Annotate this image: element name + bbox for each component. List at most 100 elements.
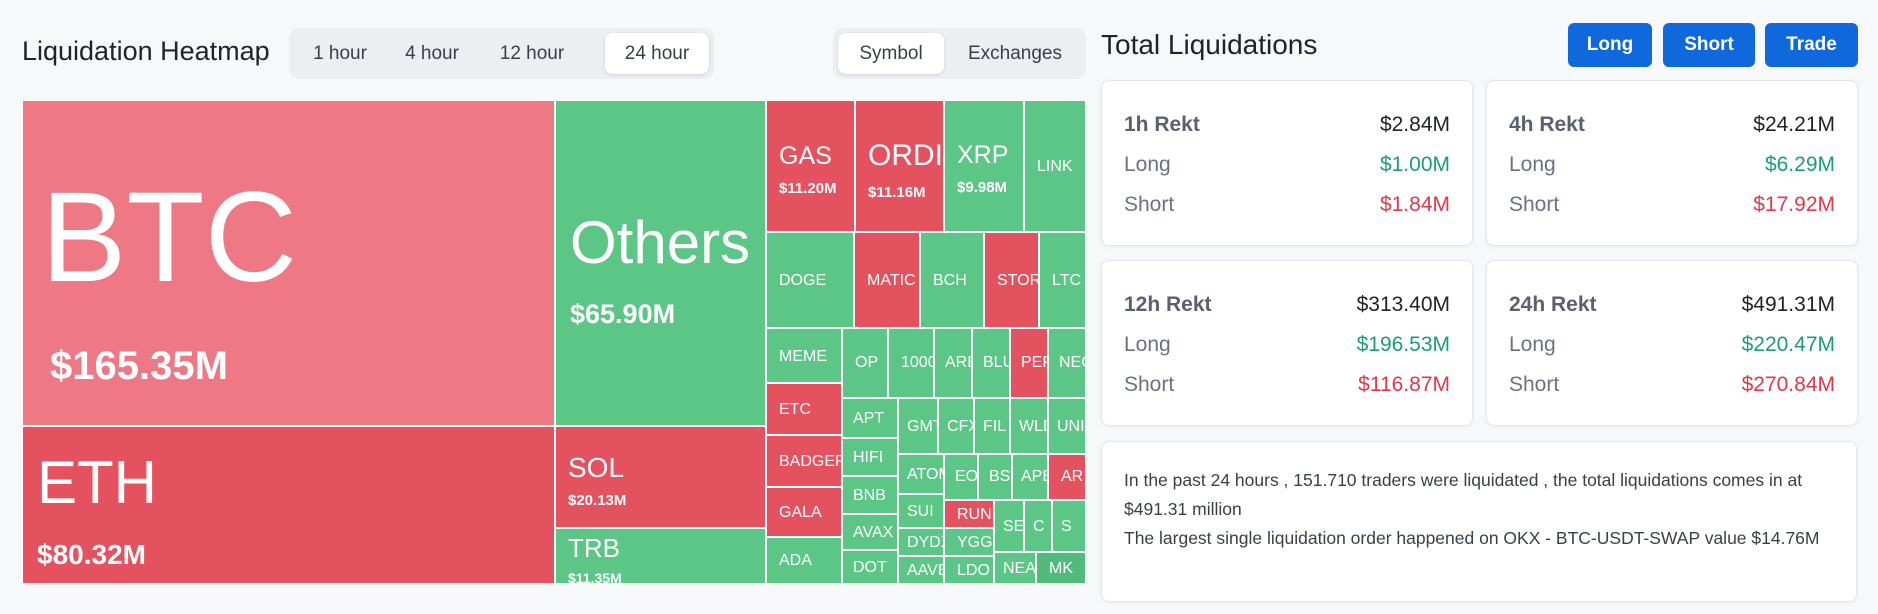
card-short-row: Short $116.87M xyxy=(1124,373,1450,399)
card-short-row: Short $1.84M xyxy=(1124,193,1450,219)
tile-s[interactable]: S xyxy=(1052,500,1086,552)
tile-dot[interactable]: DOT xyxy=(842,550,898,584)
tile-rune[interactable]: RUNE xyxy=(944,500,994,528)
tile-near[interactable]: NEAR xyxy=(994,552,1036,584)
tile-arb[interactable]: ARB xyxy=(934,328,972,398)
tile-storj[interactable]: STORJ xyxy=(984,232,1039,328)
tab-12-hour[interactable]: 12 hour xyxy=(499,43,565,64)
tile-xrp[interactable]: XRP $9.98M xyxy=(944,100,1024,232)
tile-bsv[interactable]: BSV xyxy=(978,454,1012,500)
tile-symbol: BCH xyxy=(933,272,967,289)
tile-avax[interactable]: AVAX xyxy=(842,514,898,550)
short-button[interactable]: Short xyxy=(1663,23,1755,67)
tab-1-hour[interactable]: 1 hour xyxy=(313,43,367,64)
tile-value: $20.13M xyxy=(568,492,627,509)
tile-symbol: BNB xyxy=(853,487,886,504)
tile-sol[interactable]: SOL $20.13M xyxy=(555,426,766,528)
tile-symbol: FIL xyxy=(983,418,1007,435)
short-label: Short xyxy=(1124,193,1175,216)
tile-fil[interactable]: FIL xyxy=(974,398,1010,454)
card-long-row: Long $1.00M xyxy=(1124,153,1450,179)
tile-ar[interactable]: AR xyxy=(1048,454,1086,500)
tile-value: $80.32M xyxy=(37,539,146,570)
total-value: $2.84M xyxy=(1379,113,1450,136)
tile-eos[interactable]: EOS xyxy=(944,454,978,500)
tile-symbol: GAS xyxy=(779,142,832,170)
tile-trb[interactable]: TRB $11.35M xyxy=(555,528,766,584)
tile-gala[interactable]: GALA xyxy=(766,487,842,537)
tile-symbol: HIFI xyxy=(853,449,884,466)
tile-value: $9.98M xyxy=(957,179,1008,196)
tile-sui[interactable]: SUI xyxy=(898,494,944,528)
tile-symbol: SOL xyxy=(568,452,625,483)
tile-symbol: ETH xyxy=(37,449,157,516)
tile-symbol: ATOM xyxy=(907,466,943,483)
tile-neo[interactable]: NEO xyxy=(1048,328,1086,398)
tab-exchanges[interactable]: Exchanges xyxy=(967,43,1062,64)
tab-4-hour[interactable]: 4 hour xyxy=(405,43,459,64)
tile-ada[interactable]: ADA xyxy=(766,537,842,584)
tile-ape[interactable]: APE xyxy=(1012,454,1048,500)
tile-symbol: LDO xyxy=(957,562,990,579)
tile-sei[interactable]: SEI xyxy=(994,500,1024,552)
tile-symbol: Others xyxy=(570,209,751,276)
tile-ltc[interactable]: LTC xyxy=(1039,232,1086,328)
tab-24-hour[interactable]: 24 hour xyxy=(605,33,709,74)
tile-aave[interactable]: AAVE xyxy=(898,556,944,584)
tile-gmt[interactable]: GMT xyxy=(898,398,938,454)
tile-hifi[interactable]: HIFI xyxy=(842,438,898,476)
tile-cfx[interactable]: CFX xyxy=(938,398,974,454)
tile-ldo[interactable]: LDO xyxy=(944,556,994,584)
tile-atom[interactable]: ATOM xyxy=(898,454,944,494)
tile-others[interactable]: Others $65.90M xyxy=(555,100,766,426)
tile-pepe[interactable]: PEPE xyxy=(1010,328,1048,398)
tile-op[interactable]: OP xyxy=(842,328,888,398)
tile-blur[interactable]: BLUR xyxy=(972,328,1010,398)
card-total-row: 24h Rekt $491.31M xyxy=(1509,293,1835,319)
tile-matic[interactable]: MATIC xyxy=(854,232,920,328)
tile-symbol: ETC xyxy=(779,401,811,418)
tile-etc[interactable]: ETC xyxy=(766,383,842,435)
tile-ordi[interactable]: ORDI $11.16M xyxy=(855,100,944,232)
tile-symbol: AVAX xyxy=(853,524,894,541)
tile-badger[interactable]: BADGER xyxy=(766,435,842,487)
short-value: $116.87M xyxy=(1358,373,1450,396)
tile-symbol: NEAR xyxy=(1003,560,1036,577)
long-button[interactable]: Long xyxy=(1568,23,1652,67)
panel-title: Total Liquidations xyxy=(1101,29,1318,60)
tile-apt[interactable]: APT xyxy=(842,398,898,438)
tile-mkr[interactable]: MK xyxy=(1036,552,1086,584)
tile-wld[interactable]: WLD xyxy=(1010,398,1048,454)
liquidation-summary: In the past 24 hours , 151.710 traders w… xyxy=(1101,441,1857,602)
tile-eth[interactable]: ETH $80.32M xyxy=(22,426,555,584)
trade-button[interactable]: Trade xyxy=(1765,23,1858,67)
tile-value: $165.35M xyxy=(50,344,228,388)
short-label: Short xyxy=(1509,193,1560,216)
tile-symbol: GALA xyxy=(779,504,822,521)
card-title: 4h Rekt xyxy=(1509,113,1585,136)
tile-bch[interactable]: BCH xyxy=(920,232,984,328)
short-label: Short xyxy=(1124,373,1175,396)
long-value: $1.00M xyxy=(1379,153,1450,176)
liquidation-treemap: BTC $165.35M ETH $80.32M Others $65.90M … xyxy=(22,100,1086,584)
tile-bnb[interactable]: BNB xyxy=(842,476,898,514)
tile-1000[interactable]: 1000 xyxy=(888,328,934,398)
tile-meme[interactable]: MEME xyxy=(766,328,842,383)
tile-gas[interactable]: GAS $11.20M xyxy=(766,100,855,232)
tab-symbol[interactable]: Symbol xyxy=(838,33,944,74)
tile-c[interactable]: C xyxy=(1024,500,1052,552)
tile-uni[interactable]: UNI xyxy=(1048,398,1086,454)
tile-ygg[interactable]: YGG xyxy=(944,528,994,556)
tile-btc[interactable]: BTC $165.35M xyxy=(22,100,555,426)
tile-symbol: BSV xyxy=(989,468,1011,485)
tile-symbol: BTC xyxy=(41,166,297,309)
tile-link[interactable]: LINK xyxy=(1024,100,1086,232)
tile-doge[interactable]: DOGE xyxy=(766,232,854,328)
tile-symbol: DOGE xyxy=(779,272,827,289)
card-long-row: Long $220.47M xyxy=(1509,333,1835,359)
card-title: 1h Rekt xyxy=(1124,113,1200,136)
tile-symbol: WLD xyxy=(1019,418,1047,435)
tile-dydx[interactable]: DYDX xyxy=(898,528,944,556)
largest-order-text: The largest single liquidation order hap… xyxy=(1124,528,1820,548)
tile-symbol: BLUR xyxy=(983,354,1009,371)
